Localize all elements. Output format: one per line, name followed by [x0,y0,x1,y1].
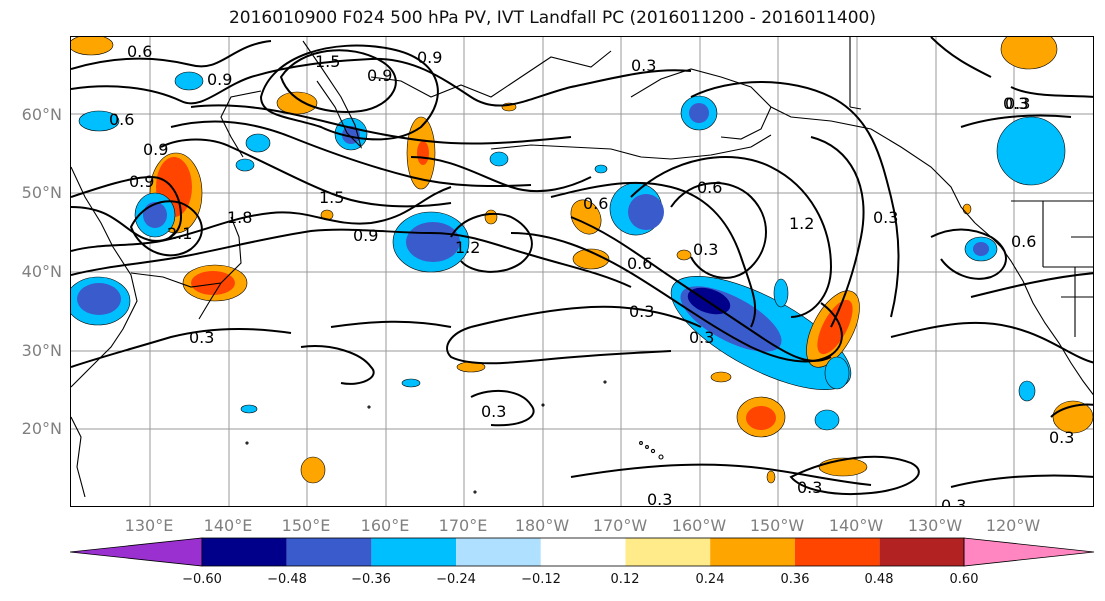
lon-label-160e: 160°E [360,516,410,535]
lat-label-20n: 20°N [21,419,62,438]
lat-label-50n: 50°N [21,183,62,202]
lon-label-150w: 150°W [749,516,805,535]
colorbar-tick: 0.24 [695,572,725,587]
contour-label: 2.1 [167,224,192,243]
lat-label-30n: 30°N [21,341,62,360]
contour-label: 1.8 [227,208,252,227]
contour-label: 0.3 [693,240,718,259]
contour-label: 0.9 [367,66,392,85]
contour-label: 0.6 [109,110,134,129]
lon-label-130e: 130°E [124,516,174,535]
lon-label-120w: 120°W [985,516,1041,535]
contour-label: 0.6 [697,178,722,197]
colorbar-segment [540,538,626,566]
lon-label-160w: 160°W [671,516,727,535]
contour-label: 0.6 [1011,232,1036,251]
colorbar-extend-high [963,537,1095,567]
contour-label: 0.9 [129,172,154,191]
colorbar-segment [456,538,541,566]
lon-label-140w: 140°W [828,516,884,535]
map-canvas: 0.6 1.5 0.9 0.3 0.3 0.9 0.9 0.6 0.9 0.9 … [71,37,1093,507]
colorbar-tick: 0.12 [610,572,640,587]
contour-label: 0.3 [647,490,672,507]
contour-label: 0.3 [189,328,214,347]
contour-label: 0.3 [1005,94,1030,113]
colorbar-tick: −0.12 [521,572,561,587]
contour-label: 0.3 [481,402,506,421]
contour-label: 0.3 [1003,94,1028,113]
contour-label: 1.5 [319,188,344,207]
colorbar-segment [625,538,711,566]
contour-label: 1.2 [455,238,480,257]
map-title: 2016010900 F024 500 hPa PV, IVT Landfall… [228,8,876,28]
lon-label-140e: 140°E [203,516,253,535]
pv-contours [71,37,1093,496]
lat-label-60n: 60°N [21,105,62,124]
contour-label: 0.6 [127,42,152,61]
colorbar-tick: −0.60 [182,572,222,587]
contour-labels: 0.6 1.5 0.9 0.3 0.3 0.9 0.9 0.6 0.9 0.9 … [109,42,1074,507]
colorbar-tick: −0.36 [351,572,391,587]
colorbar-svg [69,537,1095,567]
colorbar-tick: −0.24 [436,572,476,587]
colorbar-segment [710,538,795,566]
contour-label: 0.3 [941,496,966,507]
contour-label: 1.5 [315,52,340,71]
contour-label: 0.9 [207,70,232,89]
colorbar-tick: −0.48 [267,572,307,587]
lon-label-150e: 150°E [281,516,331,535]
colorbar [69,537,1096,571]
colorbar-segment [879,538,965,566]
contour-label: 0.3 [873,208,898,227]
contour-label: 0.9 [417,48,442,67]
colorbar-segment [371,538,457,566]
contour-label: 0.6 [583,194,608,213]
coastlines [71,37,1093,498]
pv-anomaly-shading [71,37,1093,484]
colorbar-segment [794,538,880,566]
lon-label-170e: 170°E [438,516,488,535]
contour-label: 0.3 [629,302,654,321]
lat-label-40n: 40°N [21,262,62,281]
lon-label-170w: 170°W [592,516,648,535]
colorbar-extend-low [69,537,203,567]
colorbar-tick: 0.60 [949,572,979,587]
colorbar-segment [202,538,287,566]
colorbar-tick: 0.48 [864,572,894,587]
contour-label: 0.3 [631,56,656,75]
lon-label-180w: 180°W [514,516,570,535]
contour-label: 0.3 [689,328,714,347]
colorbar-tick: 0.36 [780,572,810,587]
contour-label: 0.9 [353,226,378,245]
contour-label: 0.6 [627,254,652,273]
contour-label: 1.2 [789,214,814,233]
lon-label-130w: 130°W [907,516,963,535]
map-panel: 0.6 1.5 0.9 0.3 0.3 0.9 0.9 0.6 0.9 0.9 … [70,36,1094,507]
contour-label: 0.9 [143,140,168,159]
contour-label: 0.3 [797,478,822,497]
colorbar-segment [286,538,372,566]
contour-label: 0.3 [1049,428,1074,447]
